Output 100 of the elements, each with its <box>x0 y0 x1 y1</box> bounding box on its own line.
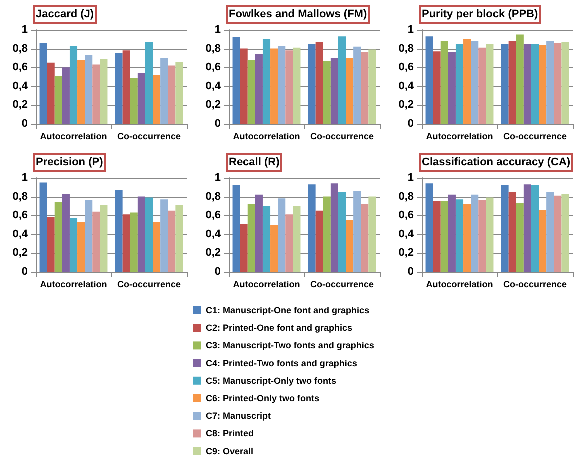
bar <box>554 43 562 124</box>
bar <box>62 68 70 124</box>
bar <box>546 192 554 272</box>
legend-label: C7: Manuscript <box>206 411 272 422</box>
bar <box>122 214 130 272</box>
x-tick-label: Co-occurrence <box>117 280 182 290</box>
bar <box>368 50 376 124</box>
bar <box>248 60 256 124</box>
y-tick-label: 0,6 <box>398 62 414 74</box>
x-tick-label: Autocorrelation <box>40 280 108 290</box>
bar <box>524 184 532 272</box>
bar <box>546 41 554 124</box>
x-tick-label: Autocorrelation <box>426 132 494 142</box>
bar <box>562 194 570 272</box>
bar <box>433 52 441 124</box>
bar <box>316 210 324 272</box>
legend-label: C5: Manuscript-Only two fonts <box>206 376 336 386</box>
y-tick-label: 0,8 <box>206 190 221 203</box>
bar <box>531 186 540 272</box>
bar <box>346 58 354 124</box>
bar <box>100 59 108 124</box>
bar <box>293 48 301 124</box>
bar <box>47 217 55 272</box>
y-tick-label: 0,8 <box>12 42 28 55</box>
y-tick-label: 0,4 <box>12 80 29 92</box>
chart-title: Jaccard (J) <box>36 8 94 20</box>
bar <box>145 198 154 272</box>
legend-label: C9: Overall <box>206 446 254 456</box>
y-tick-label: 0 <box>214 118 221 130</box>
x-tick-label: Co-occurrence <box>503 132 568 142</box>
bar <box>501 44 509 124</box>
bar <box>168 66 176 124</box>
bar <box>40 43 48 124</box>
bar <box>323 61 331 124</box>
x-tick-label: Autocorrelation <box>40 132 108 142</box>
bar <box>168 210 176 272</box>
bar <box>240 224 248 272</box>
y-tick-label: 0,4 <box>398 228 415 240</box>
chart-title: Classification accuracy (CA) <box>422 156 571 168</box>
bar <box>270 225 278 272</box>
bar <box>78 60 86 124</box>
bar <box>539 45 547 124</box>
bar <box>255 54 263 124</box>
x-tick-label: Autocorrelation <box>233 280 300 290</box>
y-tick-label: 0,4 <box>398 80 415 92</box>
bar <box>248 204 256 272</box>
chart-title: Fowlkes and Mallows (FM) <box>229 8 368 20</box>
bar <box>471 41 479 124</box>
legend-label: C3: Manuscript-Two fonts and graphics <box>206 340 374 351</box>
bar <box>160 200 168 272</box>
chart-title: Purity per block (PPB) <box>422 8 538 20</box>
bar <box>361 204 369 272</box>
bar <box>278 46 286 124</box>
bar <box>323 196 331 272</box>
bar <box>262 39 271 124</box>
bar <box>433 202 441 272</box>
bar <box>85 55 93 124</box>
x-tick-label: Autocorrelation <box>426 280 494 290</box>
y-tick-label: 0 <box>22 266 28 278</box>
bar <box>440 41 448 124</box>
bar <box>486 198 494 272</box>
chart-title: Precision (P) <box>36 156 104 168</box>
bar <box>130 212 138 272</box>
legend-label: C1: Manuscript-One font and graphics <box>206 306 370 316</box>
y-tick-label: 1 <box>214 24 221 36</box>
bar <box>115 54 123 124</box>
bar <box>92 212 100 272</box>
y-tick-label: 1 <box>214 172 221 184</box>
bar <box>138 73 146 124</box>
bar <box>293 206 301 272</box>
y-tick-label: 1 <box>408 24 414 36</box>
y-tick-label: 0,8 <box>206 42 221 55</box>
y-tick-label: 0 <box>214 266 221 278</box>
x-tick-label: Co-occurrence <box>503 280 568 290</box>
bar <box>456 44 464 124</box>
bar <box>308 184 316 272</box>
bar <box>354 191 362 272</box>
y-tick-label: 1 <box>22 24 28 36</box>
legend-label: C2: Printed-One font and graphics <box>206 323 353 334</box>
legend-label: C6: Printed-Only two fonts <box>206 394 320 404</box>
bar <box>92 64 100 124</box>
bar <box>176 62 184 124</box>
bar <box>316 42 324 124</box>
bar <box>440 202 448 272</box>
bar <box>501 186 509 272</box>
bar <box>255 194 263 272</box>
bar <box>471 194 479 272</box>
y-tick-label: 0,6 <box>206 210 221 222</box>
y-tick-label: 0,8 <box>12 190 28 203</box>
y-tick-label: 0,6 <box>398 210 414 222</box>
chart-title: Recall (R) <box>229 156 280 168</box>
bar <box>115 190 123 272</box>
bar <box>138 196 146 272</box>
bar <box>176 205 184 272</box>
y-tick-label: 0,2 <box>206 99 221 112</box>
x-tick-label: Co-occurrence <box>117 132 182 142</box>
y-tick-label: 0 <box>408 266 414 278</box>
bar <box>232 38 240 124</box>
bar <box>426 36 434 124</box>
bar <box>338 36 346 124</box>
